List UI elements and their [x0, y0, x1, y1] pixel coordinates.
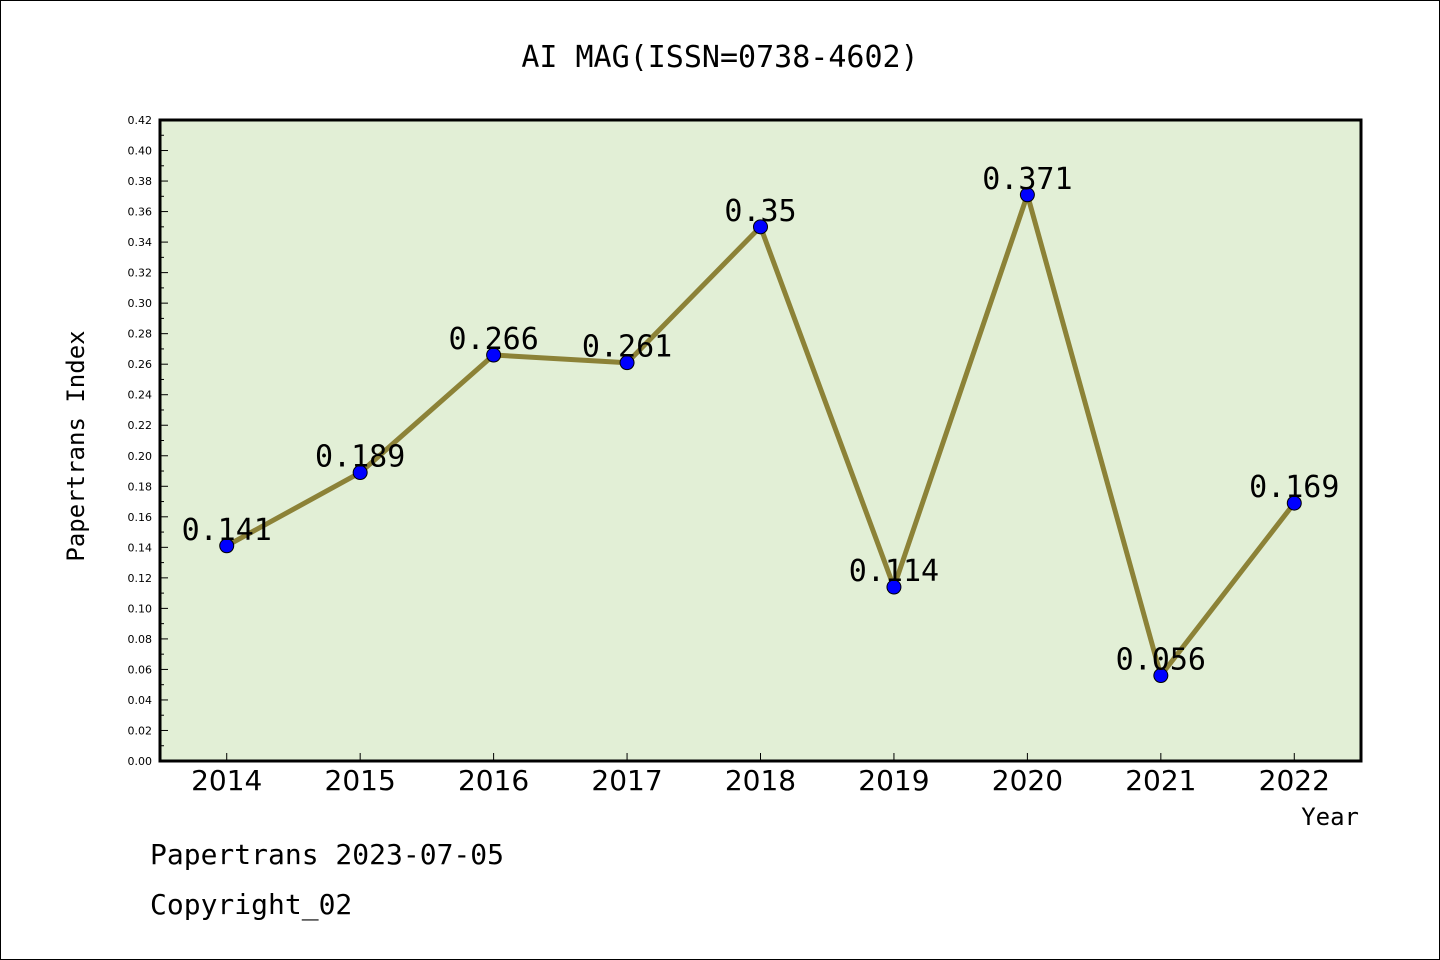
y-tick-label: 0.14	[128, 541, 153, 554]
y-tick-label: 0.34	[128, 236, 153, 249]
y-tick-label: 0.00	[128, 755, 153, 768]
x-tick-label: 2015	[325, 764, 396, 797]
y-tick-label: 0.04	[128, 694, 153, 707]
y-tick-label: 0.36	[128, 206, 153, 219]
y-tick-label: 0.22	[128, 419, 153, 432]
data-label: 0.371	[982, 162, 1072, 197]
footer-copyright: Copyright_02	[150, 888, 352, 922]
data-point	[753, 219, 768, 235]
data-label: 0.35	[724, 194, 796, 229]
x-tick-label: 2019	[858, 764, 929, 797]
footer-date: Papertrans 2023-07-05	[150, 838, 504, 871]
y-axis-label: Papertrans Index	[62, 330, 90, 561]
data-label: 0.189	[315, 440, 405, 475]
chart-title: AI MAG(ISSN=0738-4602)	[521, 40, 918, 75]
y-tick-label: 0.38	[128, 175, 153, 188]
y-tick-label: 0.32	[128, 267, 153, 280]
y-tick-label: 0.26	[128, 358, 153, 371]
data-labels: 0.141 0.189 0.266 0.261 0.35 0.114 0.371 0.056 0…	[182, 162, 1340, 678]
data-point	[352, 465, 368, 481]
y-axis-ticks: 0.00 0.02 0.04 0.06 0.08 0.10 0.12 0.14 0.16 0.18…	[128, 114, 168, 768]
data-point	[1019, 187, 1035, 203]
y-tick-label: 0.02	[128, 724, 153, 737]
x-tick-label: 2020	[992, 764, 1063, 797]
x-tick-label: 2022	[1259, 764, 1330, 797]
y-tick-label: 0.28	[128, 328, 153, 341]
x-tick-label: 2016	[458, 764, 529, 797]
x-axis-ticks: 2014 2015 2016 2017 2018 2019 2020 2021 2022	[191, 753, 1330, 797]
y-tick-label: 0.16	[128, 511, 153, 524]
y-tick-label: 0.18	[128, 480, 153, 493]
data-point	[619, 355, 635, 371]
y-tick-label: 0.40	[128, 145, 153, 158]
data-label: 0.169	[1249, 470, 1339, 505]
x-tick-label: 2017	[591, 764, 662, 797]
data-point	[1286, 495, 1302, 511]
y-tick-label: 0.42	[128, 114, 153, 127]
x-tick-label: 2018	[725, 764, 796, 797]
data-point	[886, 579, 902, 595]
data-label: 0.141	[182, 513, 272, 548]
y-tick-label: 0.10	[128, 602, 153, 615]
plot-frame	[158, 118, 1363, 763]
data-point	[486, 347, 502, 363]
y-tick-label: 0.20	[128, 450, 153, 463]
y-tick-label: 0.08	[128, 633, 153, 646]
data-label: 0.056	[1116, 643, 1206, 678]
data-point	[1153, 668, 1169, 684]
y-tick-label: 0.06	[128, 663, 153, 676]
data-label: 0.114	[849, 554, 939, 589]
y-tick-label: 0.30	[128, 297, 153, 310]
data-label: 0.266	[448, 322, 538, 357]
data-point	[219, 538, 235, 554]
x-tick-label: 2014	[191, 764, 262, 797]
data-label: 0.261	[582, 330, 672, 365]
y-tick-label: 0.24	[128, 389, 153, 402]
x-tick-label: 2021	[1125, 764, 1196, 797]
series-markers	[219, 187, 1302, 684]
y-tick-label: 0.12	[128, 572, 153, 585]
x-axis-label: Year	[1301, 803, 1359, 831]
